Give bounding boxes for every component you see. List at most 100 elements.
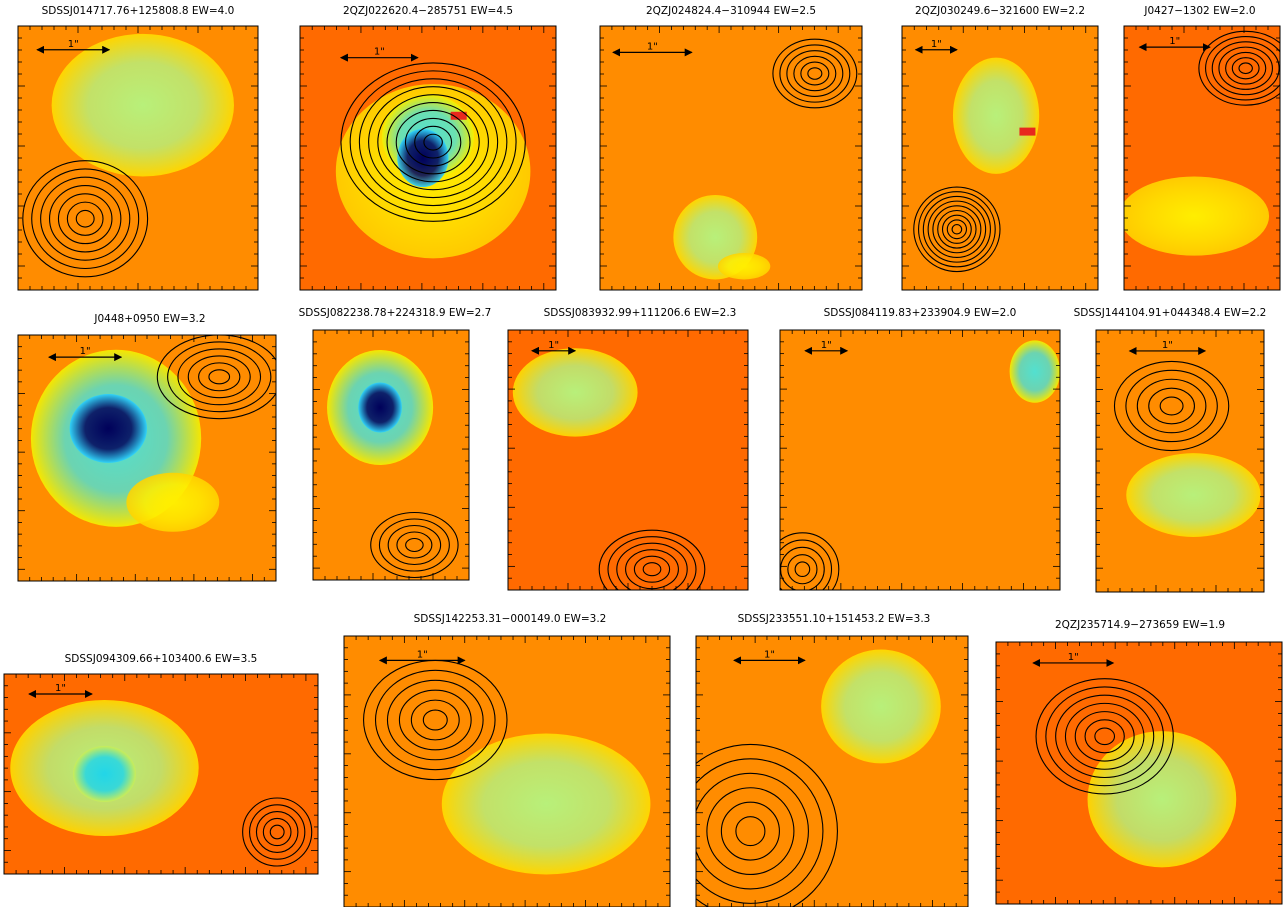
panel-title: SDSSJ094309.66+103400.6 EW=3.5	[65, 653, 258, 665]
flux-contour	[607, 536, 697, 590]
flux-contour	[918, 191, 996, 268]
hot-pixel	[1019, 127, 1036, 136]
emission-blob	[717, 253, 771, 280]
flux-contour	[1113, 360, 1230, 452]
panel-p5: J0427−1302 EW=2.0 1"	[1123, 5, 1281, 291]
flux-contour	[927, 200, 987, 258]
panel-title: 2QZJ235714.9−273659 EW=1.9	[1055, 619, 1225, 631]
panel-p8: SDSSJ083932.99+111206.6 EW=2.3 1"	[507, 307, 749, 591]
emission-blob	[821, 649, 941, 764]
tick-marks	[508, 330, 748, 590]
flux-contour	[780, 546, 825, 590]
flux-contour	[1055, 694, 1155, 779]
flux-contour	[720, 801, 780, 861]
flux-contour	[414, 125, 453, 159]
panel-image: 1"	[902, 26, 1098, 290]
tick-marks	[300, 26, 556, 290]
scale-bar-label: 1"	[1068, 652, 1079, 663]
flux-contour	[1218, 46, 1273, 90]
flux-contour	[242, 797, 313, 867]
panel-image: 1"	[996, 642, 1282, 904]
emission-blob	[73, 746, 136, 802]
flux-contour	[1198, 30, 1280, 106]
emission-blob	[51, 33, 234, 177]
emission-blob	[397, 128, 449, 188]
flux-contour	[1125, 369, 1218, 443]
flux-contour	[1084, 719, 1125, 754]
scale-bar-label: 1"	[80, 346, 91, 357]
emission-blob	[1009, 340, 1060, 403]
flux-contour	[1205, 36, 1280, 101]
panel-p2: 2QZJ022620.4−285751 EW=4.5 1"	[299, 5, 557, 291]
flux-contour	[1231, 57, 1260, 80]
flux-contour	[1064, 702, 1145, 770]
emission-blob	[441, 733, 651, 875]
flux-contour	[422, 709, 448, 731]
panel-title: SDSSJ084119.83+233904.9 EW=2.0	[824, 307, 1017, 319]
flux-contour	[807, 67, 823, 80]
flux-contour	[48, 184, 122, 253]
scale-bar-label: 1"	[1162, 340, 1173, 351]
flux-contour	[396, 531, 433, 559]
tick-marks	[18, 26, 258, 290]
tick-marks	[902, 26, 1098, 290]
panel-title: SDSSJ144104.91+044348.4 EW=2.2	[1074, 307, 1267, 319]
flux-contour	[423, 133, 443, 151]
scale-bar-label: 1"	[821, 340, 832, 351]
panel-title: SDSSJ083932.99+111206.6 EW=2.3	[544, 307, 737, 319]
flux-contour	[616, 542, 688, 590]
panel-image: 1"	[600, 26, 862, 290]
flux-contour	[932, 205, 982, 254]
emission-blob	[69, 394, 147, 463]
scale-bar-label: 1"	[931, 39, 942, 50]
panel-title: SDSSJ142253.31−000149.0 EW=3.2	[414, 613, 607, 625]
flux-contour	[786, 50, 844, 97]
emission-blob	[358, 382, 402, 433]
flux-contour	[793, 55, 837, 92]
flux-contour	[735, 816, 766, 847]
flux-contour	[1148, 387, 1195, 425]
panel-title: 2QZJ030249.6−321600 EW=2.2	[915, 5, 1085, 17]
panel-image: 1"	[344, 636, 670, 907]
tick-marks	[4, 674, 318, 874]
flux-contour	[377, 94, 489, 191]
flux-contour	[405, 537, 424, 553]
flux-contour	[386, 102, 480, 183]
panel-image: 1"	[780, 330, 1060, 590]
hot-pixel	[450, 111, 467, 120]
panel-p14: 2QZJ235714.9−273659 EW=1.9 1"	[995, 619, 1283, 905]
flux-contour	[1238, 62, 1253, 75]
scale-bar-label: 1"	[548, 340, 559, 351]
flux-contour	[167, 341, 272, 413]
flux-contour	[40, 176, 131, 261]
flux-contour	[349, 70, 517, 214]
scale-bar-label: 1"	[68, 39, 79, 50]
panel-p11: SDSSJ094309.66+103400.6 EW=3.5 1"	[3, 653, 319, 875]
panel-title: SDSSJ233551.10+151453.2 EW=3.3	[738, 613, 931, 625]
panel-image: 1"	[508, 330, 748, 590]
panel-title: 2QZJ022620.4−285751 EW=4.5	[343, 5, 513, 17]
flux-contour	[642, 562, 662, 577]
emission-blob	[1126, 453, 1261, 537]
flux-contour	[262, 817, 292, 847]
flux-contour	[248, 804, 306, 860]
flux-contour	[22, 160, 149, 278]
scale-bar-label: 1"	[647, 41, 658, 52]
tick-marks	[600, 26, 862, 290]
scale-bar-label: 1"	[764, 649, 775, 660]
tick-marks	[1096, 330, 1264, 592]
panel-p9: SDSSJ084119.83+233904.9 EW=2.0 1"	[779, 307, 1061, 591]
panel-title: SDSSJ014717.76+125808.8 EW=4.0	[42, 5, 235, 17]
tick-marks	[780, 330, 1060, 590]
tick-marks	[996, 642, 1282, 904]
flux-contour	[31, 168, 140, 270]
panel-title: SDSSJ082238.78+224318.9 EW=2.7	[299, 307, 492, 319]
flux-contour	[780, 539, 833, 590]
panel-p7: SDSSJ082238.78+224318.9 EW=2.7	[299, 307, 492, 581]
flux-contour	[386, 679, 484, 761]
panel-image: 1"	[18, 26, 258, 290]
emission-blob	[1087, 731, 1237, 868]
panel-p10: SDSSJ144104.91+044348.4 EW=2.2 1"	[1074, 307, 1267, 593]
flux-contour	[1045, 686, 1165, 787]
flux-contour	[66, 201, 104, 236]
